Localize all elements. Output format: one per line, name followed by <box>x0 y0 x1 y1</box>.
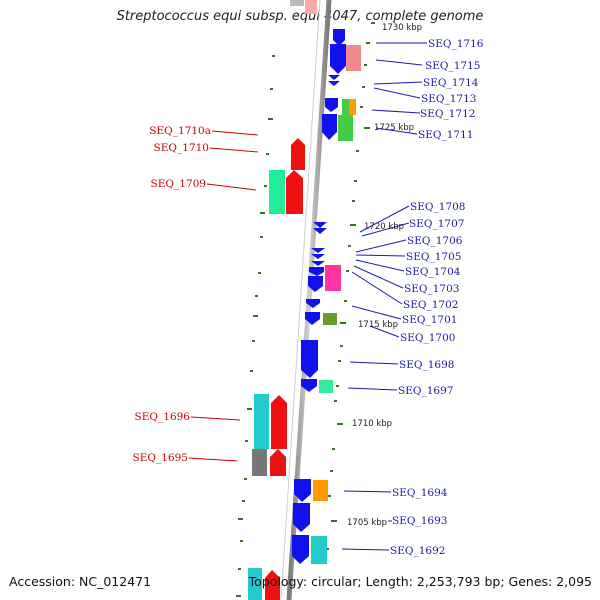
feature-blocks <box>290 0 361 564</box>
leader-lines-left <box>188 130 259 462</box>
kbp-1725-label: 1725 kbp <box>374 123 414 133</box>
gene-label-seq-1711[interactable]: SEQ_1711 <box>418 129 473 141</box>
gene-label-seq-1706[interactable]: SEQ_1706 <box>407 235 463 247</box>
backbone-inner <box>280 0 321 600</box>
gene-label-seq-1703[interactable]: SEQ_1703 <box>404 283 459 295</box>
gene-label-seq-1709[interactable]: SEQ_1709 <box>151 178 206 190</box>
gene-label-seq-1700[interactable]: SEQ_1700 <box>400 332 455 344</box>
gene-label-seq-1701[interactable]: SEQ_1701 <box>402 314 457 326</box>
tick-marks-right <box>326 22 375 550</box>
tick-marks-left <box>236 55 275 597</box>
kbp-1710-label: 1710 kbp <box>352 419 392 429</box>
gene-label-seq-1698[interactable]: SEQ_1698 <box>399 359 454 371</box>
kbp-1720-label: 1720 kbp <box>364 222 404 232</box>
gene-label-seq-1715[interactable]: SEQ_1715 <box>425 60 480 72</box>
gene-label-seq-1696[interactable]: SEQ_1696 <box>135 411 191 423</box>
kbp-1730-label: 1730 kbp <box>382 23 422 33</box>
gene-label-seq-1716[interactable]: SEQ_1716 <box>428 38 484 50</box>
gene-label-seq-1713[interactable]: SEQ_1713 <box>421 93 476 105</box>
gene-label-seq-1712[interactable]: SEQ_1712 <box>420 108 475 120</box>
gene-label-seq-1710a[interactable]: SEQ_1710a <box>149 125 211 137</box>
topology-summary: Topology: circular; Length: 2,253,793 bp… <box>248 574 592 589</box>
accession-label: Accession: NC_012471 <box>9 574 152 589</box>
reverse-strand-genes <box>292 29 346 564</box>
gene-label-seq-1692[interactable]: SEQ_1692 <box>390 545 445 557</box>
leader-lines-right <box>341 42 427 551</box>
gene-label-seq-1694[interactable]: SEQ_1694 <box>392 487 448 499</box>
gene-label-seq-1697[interactable]: SEQ_1697 <box>398 385 453 397</box>
gene-label-seq-1707[interactable]: SEQ_1707 <box>409 218 464 230</box>
gene-label-seq-1693[interactable]: SEQ_1693 <box>392 515 447 527</box>
genome-title: Streptococcus equi subsp. equi 4047, com… <box>116 9 484 24</box>
gene-label-seq-1708[interactable]: SEQ_1708 <box>410 201 465 213</box>
gene-label-seq-1704[interactable]: SEQ_1704 <box>405 266 461 278</box>
gene-label-seq-1695[interactable]: SEQ_1695 <box>133 452 188 464</box>
gene-labels-left: SEQ_1710a SEQ_1710 SEQ_1709 SEQ_1696 SEQ… <box>133 125 211 464</box>
gene-label-seq-1702[interactable]: SEQ_1702 <box>403 299 458 311</box>
forward-strand-genes <box>248 138 305 600</box>
gene-label-seq-1705[interactable]: SEQ_1705 <box>406 251 461 263</box>
gene-labels-right: SEQ_1716 SEQ_1715 SEQ_1714 SEQ_1713 SEQ_… <box>390 38 484 557</box>
gene-label-seq-1710[interactable]: SEQ_1710 <box>154 142 209 154</box>
kbp-1705-label: 1705 kbp <box>347 518 387 528</box>
kbp-1715-label: 1715 kbp <box>358 320 398 330</box>
gene-label-seq-1714[interactable]: SEQ_1714 <box>423 77 479 89</box>
